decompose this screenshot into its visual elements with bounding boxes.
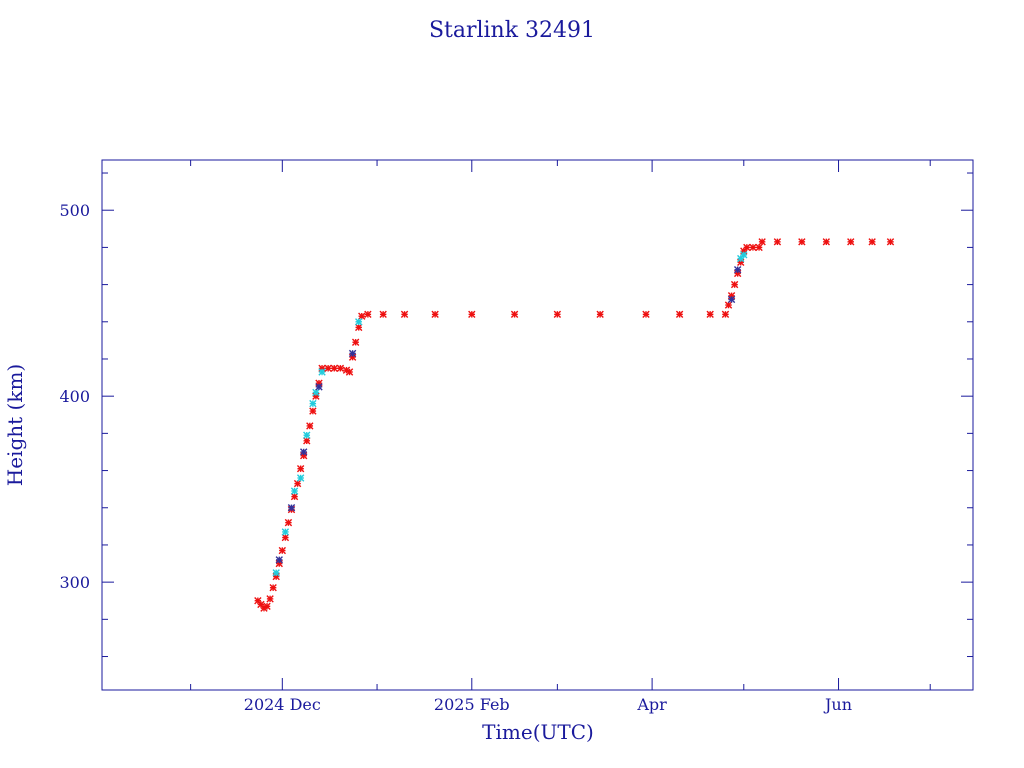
- data-point-series-0: [358, 312, 366, 320]
- data-point-series-0: [336, 364, 345, 372]
- data-point-series-1: [309, 399, 317, 408]
- data-point-series-0: [345, 368, 354, 376]
- data-point-series-0: [510, 310, 519, 319]
- x-tick-label: 2024 Dec: [244, 695, 321, 714]
- x-axis-label: Time(UTC): [482, 720, 594, 744]
- data-point-series-2: [300, 448, 308, 456]
- data-point-series-0: [675, 310, 684, 319]
- data-point-series-2: [287, 504, 296, 512]
- data-point-series-1: [272, 569, 280, 577]
- data-point-series-2: [275, 556, 283, 564]
- data-point-series-1: [290, 487, 299, 495]
- data-point-series-0: [306, 422, 314, 430]
- data-point-series-2: [727, 295, 736, 304]
- data-point-series-0: [822, 238, 831, 246]
- x-axis-ticks: 2024 Dec 2025 Feb Apr Jun: [190, 160, 931, 714]
- data-point-series-1: [296, 474, 305, 482]
- data-point-series-0: [296, 465, 305, 473]
- data-point-series-2: [348, 349, 357, 358]
- data-point-series-2: [315, 383, 323, 391]
- data-point-series-0: [755, 243, 763, 252]
- data-point-series-0: [553, 310, 562, 319]
- y-axis-ticks: 300 400 500: [59, 172, 973, 658]
- data-point-series-1: [312, 388, 320, 397]
- data-point-series-0: [743, 243, 751, 252]
- y-axis-label: Height (km): [3, 364, 27, 486]
- data-point-series-0: [724, 301, 733, 309]
- data-point-series-0: [309, 407, 317, 415]
- data-point-series-0: [355, 323, 363, 332]
- data-point-series-1: [355, 318, 363, 326]
- data-point-series-0: [847, 238, 855, 246]
- data-point-series-2: [733, 266, 742, 274]
- y-tick-label: 400: [59, 387, 90, 406]
- data-point-series-0: [868, 238, 876, 246]
- data-point-series-0: [324, 364, 332, 372]
- data-point-series-0: [293, 479, 302, 488]
- plot-frame: [101, 159, 974, 691]
- data-point-series-0: [730, 280, 739, 289]
- x-tick-label: Jun: [823, 695, 852, 714]
- data-point-series-0: [468, 310, 476, 319]
- data-point-series-1: [281, 528, 290, 536]
- data-point-series-1: [740, 251, 748, 259]
- data-point-series-0: [330, 364, 338, 372]
- y-tick-label: 500: [59, 201, 90, 220]
- data-point-series-0: [284, 518, 293, 527]
- data-point-series-0: [706, 310, 714, 319]
- x-tick-label: Apr: [636, 695, 667, 714]
- data-point-series-0: [749, 243, 757, 252]
- data-point-series-0: [364, 310, 372, 319]
- data-point-series-0: [431, 310, 439, 319]
- data-point-series-0: [400, 310, 409, 319]
- data-point-series-1: [318, 368, 326, 376]
- data-point-series-0: [263, 602, 271, 611]
- data-point-series-0: [278, 546, 287, 555]
- data-point-series-0: [721, 310, 730, 319]
- data-point-series-0: [758, 238, 766, 246]
- data-point-series-0: [351, 338, 360, 346]
- data-point-series-0: [303, 437, 311, 445]
- data-points: [254, 238, 895, 612]
- data-point-series-0: [269, 584, 277, 592]
- chart-title: Starlink 32491: [429, 18, 595, 43]
- data-point-series-0: [290, 492, 299, 501]
- data-point-series-0: [266, 595, 274, 603]
- x-tick-label: 2025 Feb: [434, 695, 510, 714]
- data-point-series-0: [773, 238, 782, 246]
- data-point-series-0: [379, 310, 387, 319]
- data-point-series-0: [798, 238, 806, 246]
- data-point-series-0: [281, 533, 290, 542]
- data-point-series-0: [642, 310, 650, 319]
- data-point-series-0: [596, 310, 604, 319]
- data-point-series-0: [886, 238, 895, 246]
- data-point-series-1: [303, 431, 311, 439]
- y-tick-label: 300: [59, 573, 90, 592]
